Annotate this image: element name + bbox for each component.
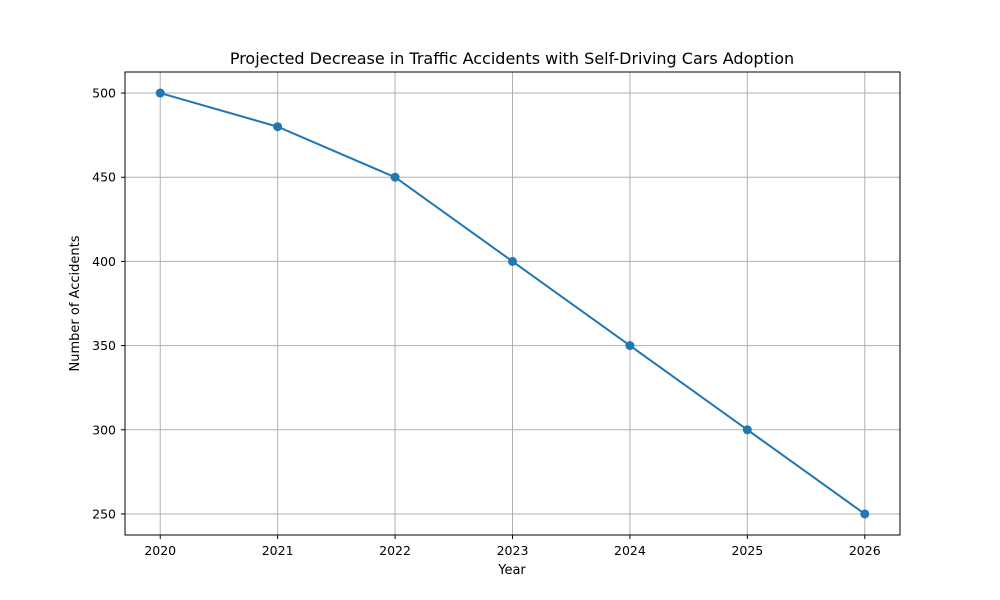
y-tick-label: 250 (92, 506, 116, 521)
data-point (860, 509, 870, 519)
x-tick-label: 2025 (731, 543, 763, 558)
series-layer (155, 88, 870, 519)
grid (125, 72, 900, 535)
x-tick-label: 2021 (262, 543, 294, 558)
x-tick-label: 2026 (849, 543, 881, 558)
ticks: 2020 2021 2022 2023 2024 2025 2026 250 300 350 400… (92, 86, 881, 558)
y-tick-label: 350 (92, 338, 116, 353)
x-axis-label: Year (497, 563, 526, 578)
y-tick-label: 450 (92, 170, 116, 185)
data-point (625, 341, 635, 351)
x-tick-label: 2024 (614, 543, 646, 558)
y-tick-label: 500 (92, 86, 116, 101)
y-axis-label: Number of Accidents (68, 235, 83, 371)
chart-title: Projected Decrease in Traffic Accidents … (230, 49, 794, 68)
x-tick-label: 2023 (497, 543, 529, 558)
data-point (390, 172, 400, 182)
x-tick-label: 2020 (144, 543, 176, 558)
data-point (155, 88, 165, 98)
data-point (273, 122, 283, 132)
data-point (742, 425, 752, 435)
data-point (508, 256, 517, 266)
y-tick-label: 400 (92, 254, 116, 269)
y-tick-label: 300 (92, 422, 116, 437)
x-tick-label: 2022 (379, 543, 411, 558)
